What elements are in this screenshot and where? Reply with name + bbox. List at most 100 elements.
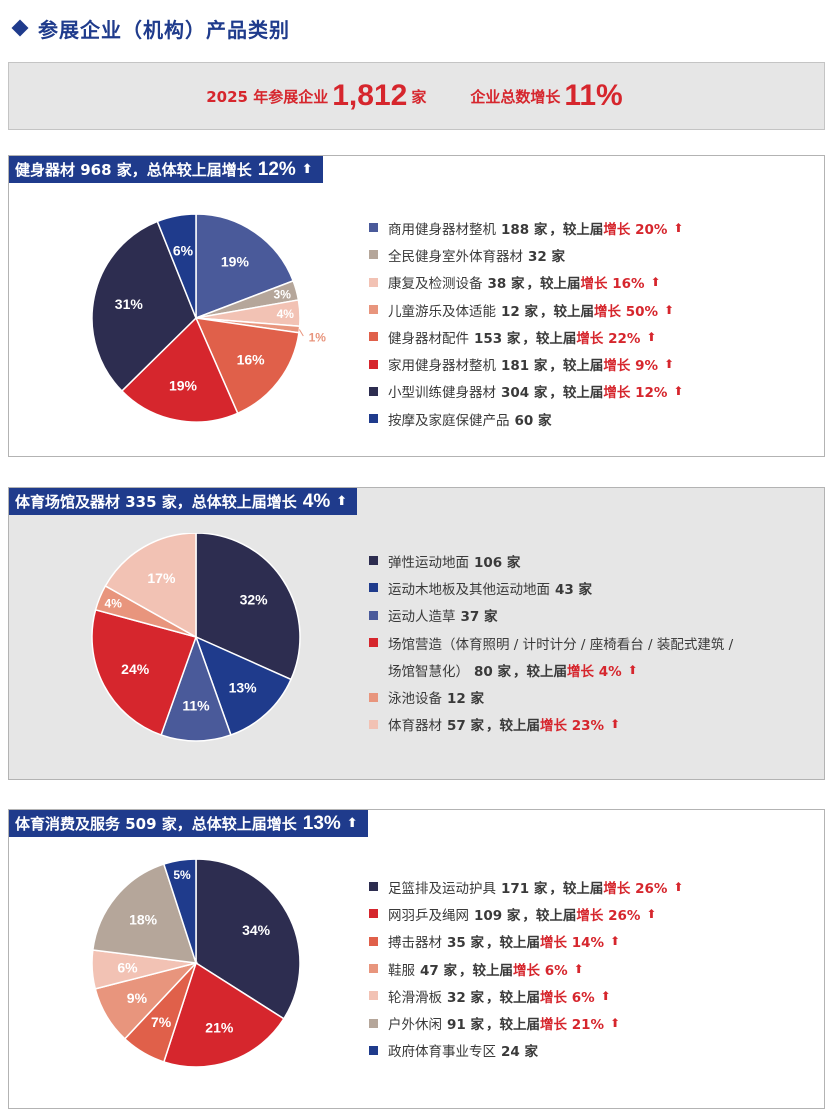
- legend-item: 健身器材配件 153 家，较上届 增长 22% ⬆: [369, 323, 683, 350]
- legend-swatch: [369, 277, 378, 287]
- legend-item-compare: ，较上届: [459, 962, 513, 979]
- pie-slice-label: 11%: [182, 698, 210, 714]
- legend-item-count: 32 家: [528, 248, 565, 265]
- pie-slice: [91, 608, 197, 736]
- section-header: 健身器材 968 家，总体较上届增长 12% ⬆: [9, 156, 323, 183]
- section-header: 体育消费及服务 509 家，总体较上届增长 13% ⬆: [9, 810, 368, 837]
- legend-item-count: 43 家: [555, 581, 592, 598]
- legend-item-name: 足篮排及运动护具: [388, 880, 496, 897]
- pie-slice: [120, 316, 239, 423]
- legend-item-count: 109 家: [474, 907, 521, 924]
- legend-item-name: 网羽乒及绳网: [388, 907, 469, 924]
- legend-item-name: 弹性运动地面: [388, 554, 469, 571]
- pie-slice: [194, 635, 292, 736]
- legend-item: 儿童游乐及体适能 12 家，较上届 增长 50% ⬆: [369, 296, 683, 323]
- legend-item: 全民健身室外体育器材 32 家: [369, 241, 683, 268]
- legend-item-compare: ，较上届: [526, 276, 581, 293]
- legend-item: 鞋服 47 家，较上届 增长 6% ⬆: [369, 955, 683, 982]
- legend-item-increase: 增长 23%: [540, 718, 605, 735]
- legend-item-compare: ，较上届: [549, 221, 604, 238]
- legend-item: 政府体育事业专区 24 家: [369, 1037, 683, 1064]
- legend-item-name: 户外休闲: [388, 1017, 442, 1034]
- legend-item-increase: 增长 12%: [603, 385, 668, 402]
- legend-item: 运动木地板及其他运动地面 43 家: [369, 574, 733, 601]
- page-title: 参展企业（机构）产品类别: [10, 12, 290, 44]
- legend-item-increase: 增长 20%: [603, 221, 668, 238]
- legend-item-name: 运动人造草: [388, 609, 456, 626]
- pie-chart: 19% 3% 4% 1% 16% 19% 31% 6%: [91, 214, 327, 423]
- legend-item-count: 12 家: [501, 303, 538, 320]
- legend-item-increase: 增长 14%: [540, 935, 605, 952]
- section-header: 体育场馆及器材 335 家，总体较上届增长 4% ⬆: [9, 488, 358, 515]
- legend-swatch: [369, 223, 378, 233]
- legend-swatch: [369, 882, 378, 892]
- pie-slice-label: 1%: [309, 330, 327, 344]
- legend-swatch: [369, 332, 378, 342]
- pie-slice-label: 5%: [173, 868, 191, 882]
- up-arrow-icon: ⬆: [610, 1016, 621, 1031]
- legend-item: 体育器材 57 家，较上届 增长 23% ⬆: [369, 711, 733, 738]
- diamond-bullet-icon: [11, 19, 29, 37]
- pie-slice-label: 16%: [237, 352, 266, 368]
- pie-slice-label: 19%: [169, 377, 198, 393]
- legend-item-count: 80 家: [474, 663, 511, 680]
- legend-item-name: 康复及检测设备: [388, 276, 483, 293]
- legend-swatch: [369, 964, 378, 974]
- pie-slice-label: 6%: [117, 959, 138, 975]
- legend-swatch: [369, 1045, 378, 1055]
- legend-item-count: 304 家: [501, 385, 548, 402]
- legend-swatch: [369, 991, 378, 1001]
- legend-item-compare: ，较上届: [522, 907, 577, 924]
- legend-item-compare: ，较上届: [513, 663, 567, 680]
- legend-item-count: 91 家: [447, 1017, 484, 1034]
- pie-slice-label: 32%: [240, 592, 269, 608]
- legend-item-compare: ，较上届: [549, 385, 604, 402]
- up-arrow-icon: ⬆: [646, 329, 657, 344]
- legend-swatch: [369, 692, 378, 702]
- pie-slice: [91, 863, 198, 964]
- pie-slice: [162, 859, 197, 964]
- legend-item-count: 181 家: [501, 358, 548, 375]
- pie-slice: [195, 533, 301, 681]
- legend-item: 家用健身器材整机 181 家，较上届 增长 9% ⬆: [369, 350, 683, 377]
- legend-item-count: 32 家: [447, 989, 484, 1006]
- legend-item-compare: ，较上届: [540, 303, 594, 320]
- legend-item-name: 政府体育事业专区: [388, 1044, 496, 1061]
- legend-item-name: 儿童游乐及体适能: [388, 303, 496, 320]
- legend-item-name: 轮滑滑板: [388, 989, 442, 1006]
- legend-swatch: [369, 909, 378, 919]
- legend-item-increase: 增长 6%: [540, 989, 595, 1006]
- legend-item-name: 全民健身室外体育器材: [388, 248, 523, 265]
- legend-item-name: 商用健身器材整机: [388, 221, 496, 238]
- summary-unit: 家: [411, 87, 427, 106]
- legend: 商用健身器材整机 188 家，较上届 增长 20% ⬆ 全民健身室外体育器材 32 家康复…: [369, 214, 683, 432]
- up-arrow-icon: ⬆: [610, 717, 621, 732]
- section-header-text: 健身器材 968 家，总体较上届增长: [15, 161, 252, 179]
- legend-item-count: 35 家: [447, 935, 484, 952]
- legend-item-count: 57 家: [447, 718, 484, 735]
- legend: 足篮排及运动护具 171 家，较上届 增长 26% ⬆ 网羽乒及绳网 109 家，较上届增…: [369, 873, 683, 1064]
- legend-item-count: 171 家: [501, 880, 548, 897]
- legend-item-increase: 增长 21%: [540, 1017, 605, 1034]
- pie-slice-label: 34%: [242, 922, 271, 938]
- pie-slice-label: 31%: [115, 296, 144, 312]
- section-header-text: 体育消费及服务 509 家，总体较上届增长: [15, 815, 297, 833]
- legend-swatch: [369, 414, 378, 424]
- pie-slice: [162, 961, 285, 1068]
- up-arrow-icon: ⬆: [673, 879, 684, 894]
- legend-item: 运动人造草 37 家: [369, 602, 733, 629]
- legend-item: 足篮排及运动护具 171 家，较上届 增长 26% ⬆: [369, 873, 683, 900]
- pie-slice: [91, 220, 197, 393]
- legend-item-increase: 增长 6%: [513, 962, 568, 979]
- legend-item-compare: ，较上届: [486, 718, 540, 735]
- pie-slice-label: 7%: [151, 1014, 172, 1030]
- legend-item-count: 188 家: [501, 221, 548, 238]
- up-arrow-icon: ⬆: [673, 384, 684, 399]
- legend-swatch: [369, 583, 378, 593]
- pie-slice-label: 18%: [129, 911, 158, 927]
- legend-item-increase: 增长 22%: [576, 330, 641, 347]
- legend-item: 轮滑滑板 32 家，较上届 增长 6% ⬆: [369, 982, 683, 1009]
- pie-slice-label: 3%: [274, 288, 292, 302]
- legend-item-name: 搏击器材: [388, 935, 442, 952]
- legend-item-compare: ，较上届: [486, 935, 540, 952]
